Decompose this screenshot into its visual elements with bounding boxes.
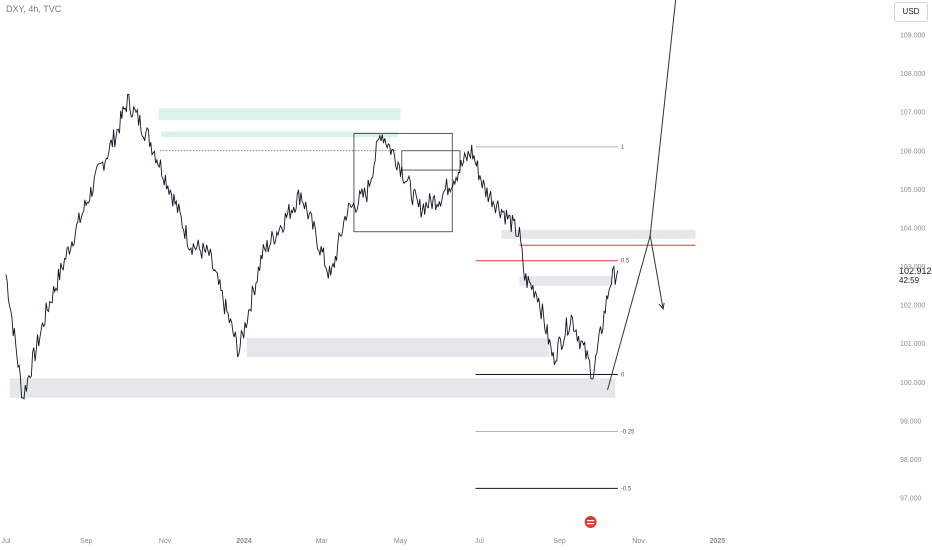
zone-box [161,131,398,138]
series-layer [5,93,619,400]
price-tick-label: 106.000 [900,148,925,155]
price-axis: 109.000 108.000 107.000 106.000 105.000 104.0… [900,33,925,503]
fib-level-label: -0.5 [621,486,632,492]
projection-path [607,235,664,391]
time-tick-label: 2025 [710,538,726,545]
currency-button[interactable]: USD [894,2,928,22]
zone-box [519,276,613,286]
zone-box [9,378,616,398]
fib-level-label: -0.25 [621,430,635,436]
flag-stripe [587,520,595,522]
last-price-label: 102.912 [899,266,932,276]
price-tick-label: 109.000 [900,33,925,40]
price-tick-label: 101.000 [900,341,925,348]
zone-box [501,229,696,239]
bar-countdown-label: 42:59 [899,276,920,285]
price-tick-label: 104.000 [900,225,925,232]
range-box [353,132,453,233]
price-series-line [5,93,619,400]
fib-level-label: 1 [621,145,625,151]
price-tick-label: 98.000 [900,457,922,464]
price-tick-label: 97.000 [900,496,922,503]
price-tick-label: 102.000 [900,303,925,310]
projection-layer [607,0,677,391]
time-tick-label: Mar [316,538,329,545]
price-tick-label: 100.000 [900,380,925,387]
price-tick-label: 108.000 [900,71,925,78]
time-axis: Jul Sep Nov 2024 Mar May Jul Sep Nov 2025 [2,538,726,545]
flag-stripe [587,523,595,525]
zone-box [246,337,550,358]
price-tick-label: 99.000 [900,418,922,425]
time-tick-label: Sep [553,538,566,545]
fibonacci-layer: 1 0.5 0 -0.25 -0.5 [475,145,635,492]
us-flag-event-icon [584,516,597,528]
fib-level-label: 0.5 [621,259,630,265]
time-tick-label: Jul [2,538,11,545]
zone-layer [9,108,696,398]
fib-level-label: 0 [621,373,625,379]
inner-box [401,150,461,171]
time-tick-label: Nov [159,538,172,545]
projection-up-line [649,0,677,236]
time-tick-label: Jul [475,538,484,545]
projection-arrowhead [658,302,665,311]
zone-box [158,108,401,120]
time-tick-label: Nov [632,538,645,545]
time-tick-label: May [394,538,408,545]
symbol-title: DXY, 4h, TVC [6,4,62,14]
events-layer [584,516,597,528]
price-tick-label: 107.000 [900,110,925,117]
time-tick-label: 2024 [236,538,252,545]
guide-layer [159,132,696,246]
price-tick-label: 103.000 [900,264,925,271]
time-tick-label: Sep [80,538,93,545]
price-tick-label: 105.000 [900,187,925,194]
